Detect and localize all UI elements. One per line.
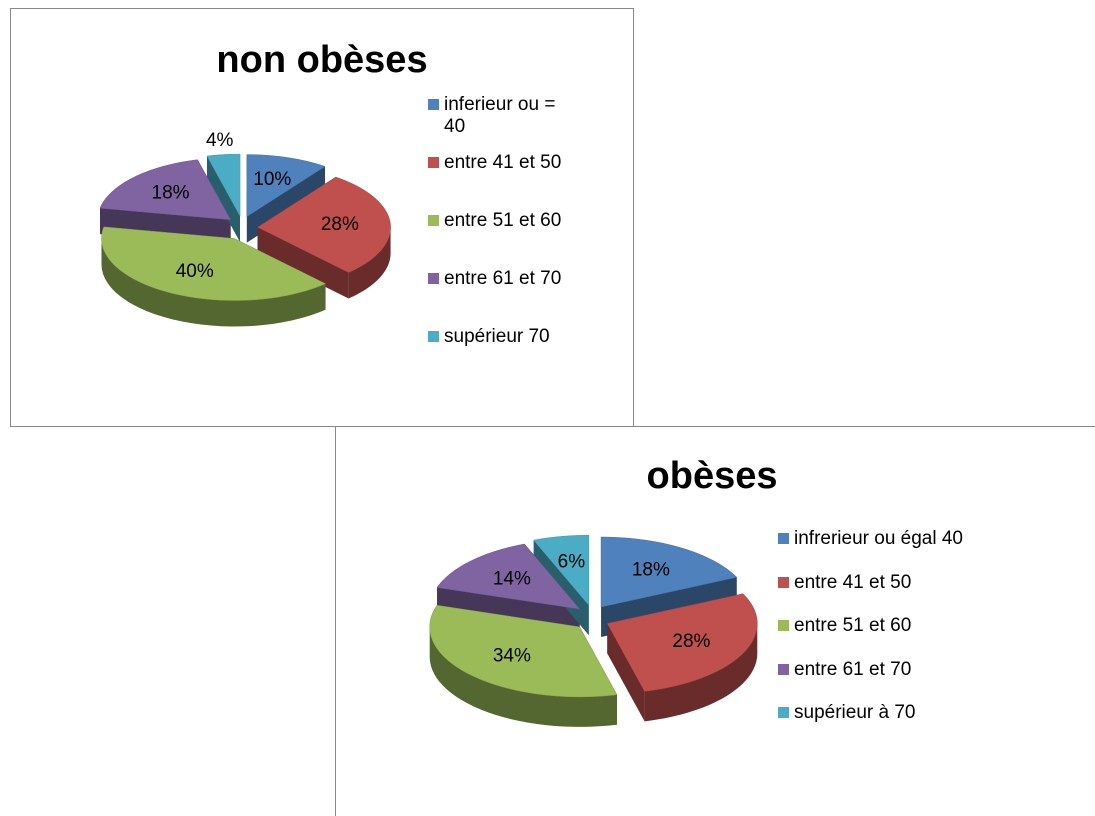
slice [246,154,326,218]
legend-label: entre 41 et 50 [444,152,562,173]
slice-side [257,227,349,299]
legend-item: entre 51 et 60 [428,210,578,232]
chart-title: non obèses [216,39,427,81]
data-label: 18% [152,182,190,203]
legend-item: inferieur ou = 40 [428,94,578,138]
data-label: 14% [493,568,531,589]
slice [206,153,241,217]
slice-side [607,623,645,722]
legend-swatch [428,273,439,284]
legend-item: entre 41 et 50 [778,572,1058,594]
data-label: 40% [176,261,214,282]
data-label: 6% [558,552,586,573]
slice [600,536,738,608]
chart-title: obèses [647,455,778,497]
legend-swatch [428,99,439,110]
slice-side [206,156,241,243]
legend-label: entre 61 et 70 [444,268,562,289]
legend-swatch [428,331,439,342]
data-label: 18% [632,559,670,580]
legend-label: entre 51 et 60 [444,210,562,231]
legend-swatch [428,157,439,168]
slice [606,593,758,692]
legend-label: supérieur 70 [444,326,550,347]
legend-label: inferieur ou = 40 [444,94,556,137]
legend-item: entre 61 et 70 [428,268,578,290]
data-label: 34% [493,646,531,667]
slice-wall [101,238,326,327]
data-label: 4% [206,130,234,151]
legend-swatch [778,707,789,718]
legend-swatch [778,576,789,588]
slice [99,159,232,221]
slice [101,226,327,301]
legend-label: infrerieur ou égal 40 [794,528,963,549]
legend-item: entre 41 et 50 [428,152,578,174]
slice [429,604,618,698]
legend-label: entre 61 et 70 [794,658,912,680]
data-label: 28% [672,631,710,652]
data-label: 28% [321,214,359,235]
legend-item: supérieur 70 [428,326,578,348]
data-label: 10% [253,169,291,190]
legend-item: entre 61 et 70 [778,659,1058,681]
pie-tops [429,534,758,698]
slice-wall [348,227,391,299]
legend-item: supérieur à 70 [778,702,1058,724]
pie-tops [99,153,391,301]
slice-wall [429,626,617,727]
legend-label: entre 41 et 50 [794,571,912,593]
legend-label: entre 51 et 60 [794,615,912,636]
legend-swatch [778,533,789,544]
slice-wall [644,623,758,722]
slice [436,543,581,610]
slice [257,176,391,273]
legend-swatch [428,215,439,226]
legend-swatch [778,663,789,675]
legend-swatch [778,620,789,631]
legend-item: entre 51 et 60 [778,615,1058,637]
legend-label: supérieur à 70 [794,702,916,723]
slice [533,534,590,606]
legend-item: infrerieur ou égal 40 [778,528,1058,550]
